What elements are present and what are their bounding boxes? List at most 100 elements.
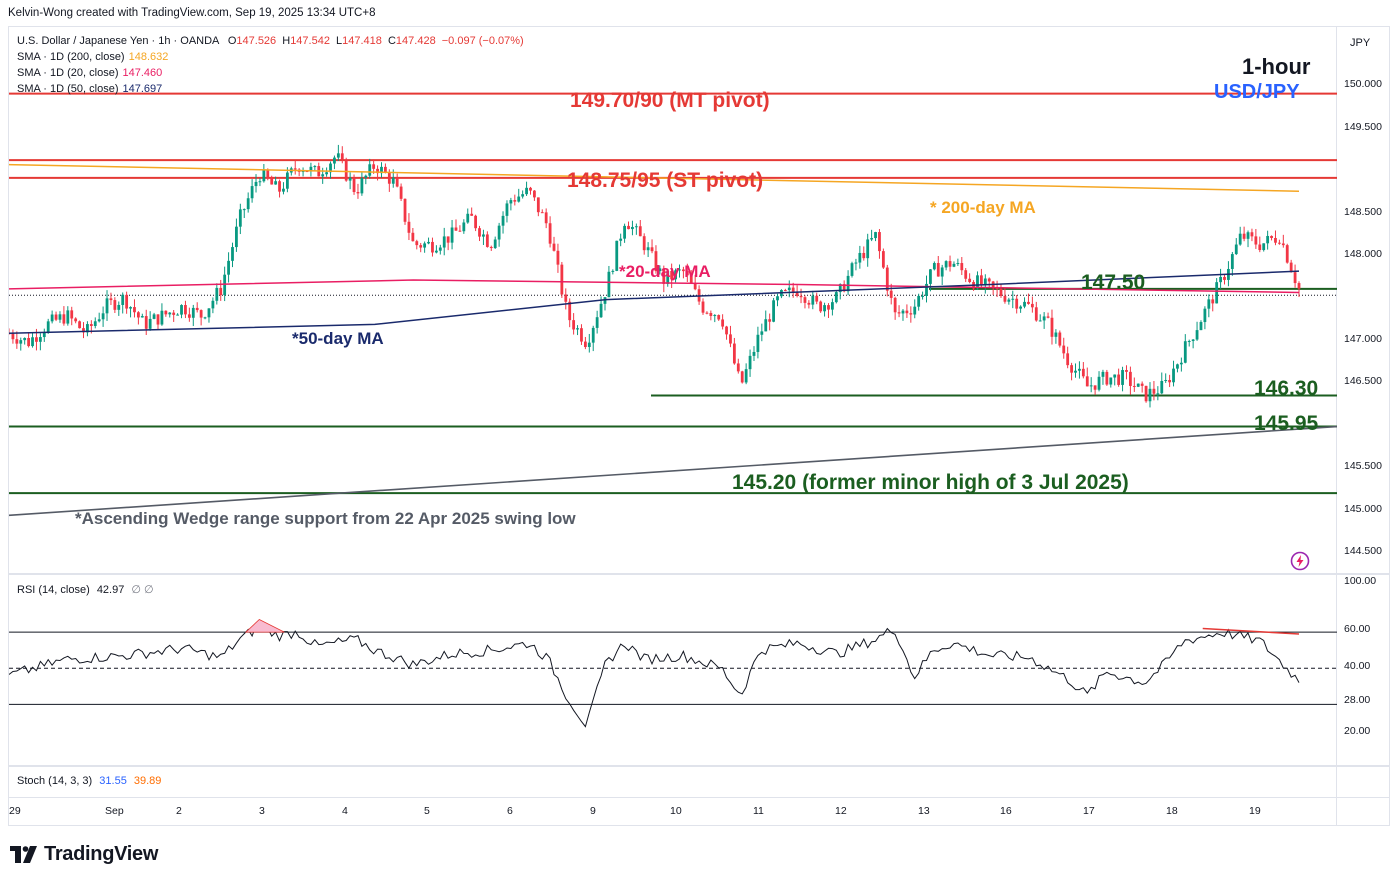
rsi-tick: 60.00 xyxy=(1344,623,1371,635)
candle-body xyxy=(666,270,670,284)
lightning-icon[interactable] xyxy=(1290,551,1310,571)
candle-body xyxy=(97,319,101,322)
level-146-30-label: 146.30 xyxy=(1254,377,1319,400)
sma-50-label: SMA · 1D (50, close) xyxy=(17,83,119,95)
sma-20-legend[interactable]: SMA · 1D (20, close) 147.460 xyxy=(17,65,524,81)
candle-body xyxy=(940,267,944,277)
tradingview-logo[interactable]: TradingView xyxy=(10,843,158,866)
price-tag-148945: 148.945 xyxy=(1343,169,1381,180)
candle-body xyxy=(650,247,654,252)
sma-50-value: 147.697 xyxy=(122,83,163,95)
candle-body xyxy=(623,225,626,239)
candle-body xyxy=(89,324,93,326)
candle-body xyxy=(1030,303,1034,308)
price-tick: 150.000 xyxy=(1344,78,1382,90)
candle-body xyxy=(1211,299,1215,304)
ohlc-low-label: L xyxy=(336,35,343,47)
time-label: 2 xyxy=(176,805,182,817)
candle-body xyxy=(529,187,532,191)
candle-body xyxy=(611,270,615,272)
candle-body xyxy=(850,263,854,276)
candle-body xyxy=(1097,376,1101,390)
candle-body xyxy=(936,263,940,277)
candle-body xyxy=(15,339,19,344)
candle-body xyxy=(1078,368,1081,371)
candle-body xyxy=(685,271,689,276)
candle-body xyxy=(791,287,795,292)
candle-body xyxy=(164,310,168,315)
sma-200-legend[interactable]: SMA · 1D (200, close) 148.632 xyxy=(17,49,524,65)
ma50-label: *50-day MA xyxy=(292,329,384,348)
candle-body xyxy=(893,297,897,313)
candle-body xyxy=(101,313,105,320)
candle-body xyxy=(1128,371,1132,386)
candle-body xyxy=(270,178,274,185)
candle-body xyxy=(427,241,430,244)
level-147-50-label: 147.50 xyxy=(1081,271,1146,294)
candle-body xyxy=(1156,393,1160,395)
candle-body xyxy=(1117,374,1121,385)
candle-body xyxy=(799,295,803,298)
candle-body xyxy=(105,298,109,314)
candle-body xyxy=(627,225,630,230)
candle-body xyxy=(336,153,340,158)
candle-body xyxy=(1277,242,1281,244)
candle-body xyxy=(1215,282,1219,304)
candle-body xyxy=(258,181,262,183)
candle-body xyxy=(434,250,438,253)
candle-body xyxy=(729,334,732,344)
ma-line xyxy=(9,279,1300,294)
time-label: 16 xyxy=(1000,805,1012,817)
candle-body xyxy=(419,245,423,248)
candle-body xyxy=(1246,232,1250,239)
candle-body xyxy=(340,153,344,160)
candle-body xyxy=(485,234,489,247)
pane-separator[interactable] xyxy=(9,573,1390,575)
rsi-legend[interactable]: RSI (14, close) 42.97 ∅ ∅ xyxy=(17,582,154,598)
rsi-levels xyxy=(9,631,1337,705)
candle-body xyxy=(948,261,952,267)
candle-body xyxy=(858,252,862,263)
candle-body xyxy=(905,310,909,314)
candle-body xyxy=(736,363,740,372)
price-pane[interactable] xyxy=(9,27,1337,573)
candle-body xyxy=(58,314,62,320)
candle-body xyxy=(595,317,599,328)
symbol-line[interactable]: U.S. Dollar / Japanese Yen · 1h · OANDA … xyxy=(17,33,524,49)
candle-body xyxy=(1281,243,1285,246)
candle-body xyxy=(1140,383,1144,386)
ohlc-low-value: 147.418 xyxy=(342,35,382,47)
rsi-pane[interactable] xyxy=(9,575,1337,765)
candle-body xyxy=(136,312,140,318)
candle-body xyxy=(709,312,713,316)
candle-body xyxy=(313,166,317,168)
candle-body xyxy=(525,187,528,195)
candle-body xyxy=(1089,385,1093,387)
candle-body xyxy=(325,172,328,175)
candle-body xyxy=(278,181,281,192)
candle-body xyxy=(70,310,74,319)
candle-body xyxy=(42,332,46,338)
sma-50-legend[interactable]: SMA · 1D (50, close) 147.697 xyxy=(17,81,524,97)
currency-label[interactable]: JPY xyxy=(1350,37,1371,49)
rsi-divergence-line xyxy=(1202,627,1300,635)
candle-body xyxy=(1074,370,1077,373)
ohlc-high-label: H xyxy=(282,35,291,47)
candle-body xyxy=(219,287,223,296)
candle-body xyxy=(607,271,611,298)
candle-body xyxy=(407,221,411,233)
pane-separator[interactable] xyxy=(9,765,1390,767)
time-label: 29 xyxy=(9,805,21,817)
candle-body xyxy=(489,246,493,249)
candle-body xyxy=(760,331,764,335)
candle-body xyxy=(129,307,132,309)
candle-body xyxy=(956,263,960,265)
candle-body xyxy=(246,198,250,210)
candle-body xyxy=(1176,364,1179,369)
candle-body xyxy=(913,306,917,315)
stoch-legend[interactable]: Stoch (14, 3, 3) 31.55 39.89 xyxy=(17,773,161,789)
level-145-20-label: 145.20 (former minor high of 3 Jul 2025) xyxy=(732,471,1129,494)
candle-body xyxy=(1027,301,1030,304)
candle-body xyxy=(1101,371,1105,377)
candle-body xyxy=(285,172,289,189)
